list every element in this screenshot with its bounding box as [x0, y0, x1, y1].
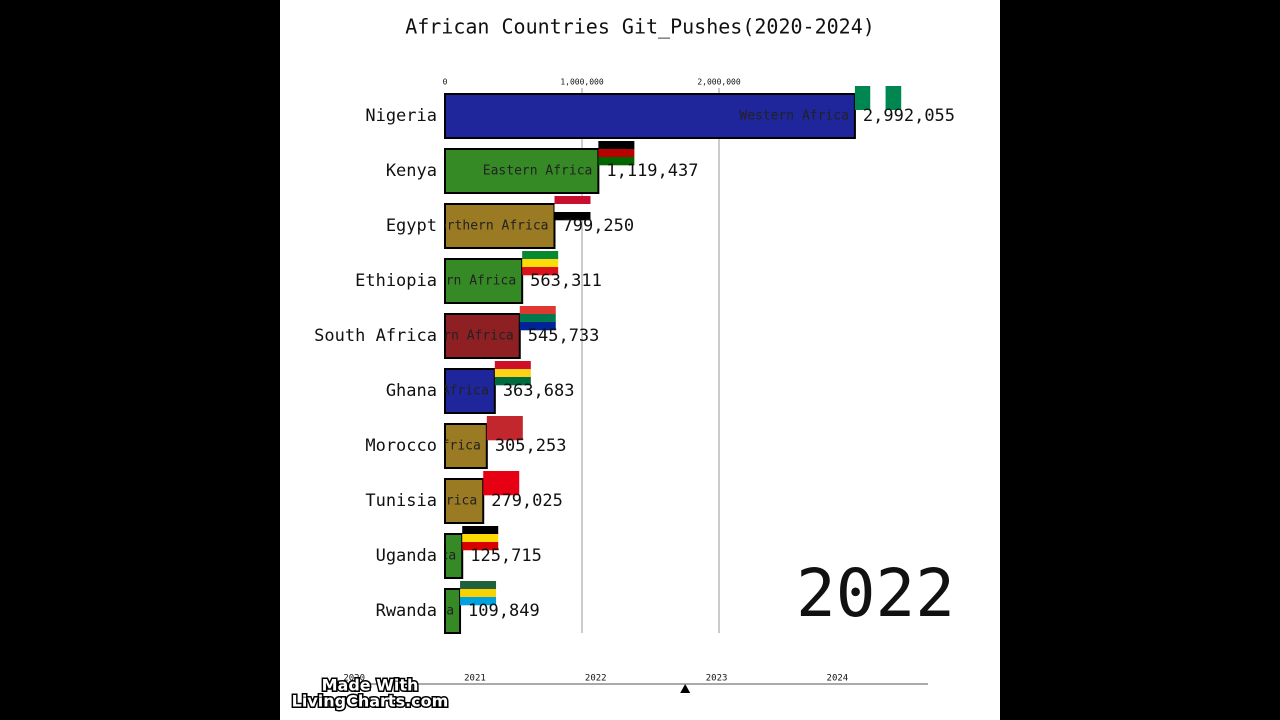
flag-stripe — [460, 597, 497, 606]
bar — [444, 93, 856, 139]
flag-stripe — [519, 314, 556, 323]
timeline-tick-label: 2021 — [464, 674, 486, 684]
flag-stripe — [522, 251, 559, 260]
y-tick-label: Nigeria — [365, 106, 437, 126]
timeline-tick-label: 2022 — [585, 674, 607, 684]
value-label: 363,683 — [503, 381, 575, 401]
flag-stripe — [519, 322, 556, 331]
flag-stripe — [554, 204, 591, 213]
flag-stripe — [462, 542, 499, 551]
value-label: 799,250 — [562, 216, 634, 236]
value-label: 279,025 — [491, 491, 563, 511]
flag-stripe — [460, 589, 497, 598]
flag — [854, 86, 902, 110]
flag — [460, 581, 497, 606]
chart-title: African Countries Git_Pushes(2020-2024) — [405, 15, 875, 39]
flag-stripe — [494, 377, 531, 386]
bar — [444, 148, 600, 194]
bar — [444, 258, 524, 304]
value-label: 109,849 — [468, 601, 540, 621]
timeline-tick-label: 2023 — [706, 674, 728, 684]
region-label: Eastern Africa — [347, 549, 457, 564]
flag-stripe — [494, 361, 531, 370]
flag-stripe — [460, 581, 497, 590]
timeline-tick-label: 2020 — [343, 674, 365, 684]
flag-stripe — [483, 479, 520, 488]
flag — [522, 251, 559, 276]
flag-stripe — [522, 259, 559, 268]
bar — [444, 203, 556, 249]
flag-stripe — [486, 424, 523, 433]
flag-stripe — [598, 149, 635, 158]
flag-stripe — [519, 306, 556, 315]
flag — [462, 526, 499, 551]
region-label: Northern Africa — [360, 494, 477, 509]
y-tick-label: Rwanda — [376, 601, 437, 621]
flag-stripe — [483, 487, 520, 496]
region-label: Northern Africa — [431, 219, 548, 234]
flag-stripe — [486, 432, 523, 441]
flag — [598, 141, 635, 166]
value-label: 563,311 — [530, 271, 602, 291]
flag — [483, 471, 520, 496]
flag-stripe — [462, 534, 499, 543]
y-tick-label: Egypt — [386, 216, 437, 236]
flag-stripe — [462, 526, 499, 535]
region-label: Eastern Africa — [483, 164, 593, 179]
flag — [519, 306, 556, 331]
flag-stripe — [554, 196, 591, 205]
region-label: Southern Africa — [396, 329, 513, 344]
flag-stripe — [486, 416, 523, 425]
flag-stripe — [598, 141, 635, 150]
y-tick-label: Tunisia — [365, 491, 437, 511]
flag — [494, 361, 531, 386]
region-label: Western Africa — [739, 109, 849, 124]
value-label: 305,253 — [495, 436, 567, 456]
x-tick-label: 0 — [443, 78, 448, 87]
bar — [444, 313, 521, 359]
value-label: 125,715 — [470, 546, 542, 566]
bar — [444, 423, 488, 469]
y-tick-label: Ghana — [386, 381, 437, 401]
y-tick-label: Uganda — [376, 546, 437, 566]
y-tick-label: Kenya — [386, 161, 437, 181]
region-label: Western Africa — [379, 384, 489, 399]
value-label: 545,733 — [528, 326, 600, 346]
bar — [444, 588, 462, 634]
flag-stripe — [870, 86, 886, 110]
region-label: Eastern Africa — [344, 604, 454, 619]
y-tick-label: Ethiopia — [355, 271, 437, 291]
region-label: Eastern Africa — [407, 274, 517, 289]
flag-stripe — [522, 267, 559, 276]
flag-stripe — [854, 86, 871, 110]
bar — [444, 533, 464, 579]
year-label: 2022 — [796, 555, 955, 632]
flag-stripe — [494, 369, 531, 378]
flag — [554, 196, 591, 221]
flag — [486, 416, 523, 441]
flag-stripe — [598, 157, 635, 166]
value-label: 2,992,055 — [863, 106, 955, 126]
y-tick-label: Morocco — [365, 436, 437, 456]
flag-stripe — [483, 471, 520, 480]
timeline-marker — [680, 684, 691, 693]
timeline-tick-label: 2024 — [827, 674, 849, 684]
bar — [444, 478, 485, 524]
bar — [444, 368, 496, 414]
flag-stripe — [554, 212, 591, 221]
watermark: Made With — [322, 676, 419, 695]
region-label: Northern Africa — [363, 439, 480, 454]
x-tick-label: 2,000,000 — [697, 78, 741, 87]
watermark: LivingCharts.com — [292, 692, 449, 711]
x-tick-label: 1,000,000 — [560, 78, 604, 87]
y-tick-label: South Africa — [314, 326, 437, 346]
value-label: 1,119,437 — [606, 161, 698, 181]
flag-stripe — [885, 86, 902, 110]
